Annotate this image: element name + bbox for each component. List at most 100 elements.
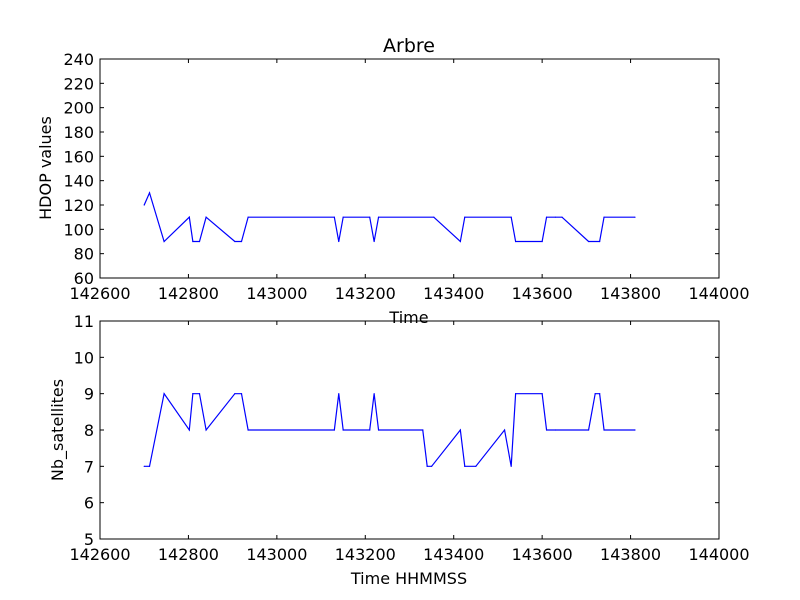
hdop-y-tick-label: 80: [74, 245, 94, 264]
satellites-data-point: [422, 429, 424, 431]
hdop-plot: Arbre Time HDOP values 142600 142800 14300…: [36, 35, 750, 327]
hdop-data-point: [240, 240, 243, 243]
satellites-x-tick-label: 143800: [600, 545, 661, 564]
satellites-data-point: [475, 465, 477, 467]
hdop-data-point: [143, 204, 145, 206]
satellites-y-tick-label: 11: [74, 312, 94, 331]
hdop-ticks: 142600 142800 143000 143200 143400 143600 1438…: [63, 50, 749, 303]
hdop-data-point: [634, 216, 636, 218]
hdop-data-point: [433, 216, 435, 218]
satellites-y-tick-label: 8: [84, 421, 94, 440]
hdop-data-point: [148, 192, 151, 194]
satellites-data-point: [377, 429, 380, 431]
satellites-y-axis-label: Nb_satellites: [48, 379, 68, 481]
hdop-data-point: [541, 240, 543, 243]
satellites-plot-frame: [99, 320, 720, 540]
hdop-x-axis-label: Time: [388, 308, 428, 327]
satellites-data-point: [599, 393, 601, 395]
hdop-data-point: [338, 240, 340, 243]
hdop-data-point: [603, 216, 605, 218]
satellites-data-point: [163, 393, 165, 395]
satellites-data-point: [198, 393, 201, 395]
hdop-data-point: [561, 216, 563, 218]
satellites-data-point: [545, 429, 548, 431]
satellites-data-point: [342, 429, 344, 431]
satellites-data-point: [594, 393, 596, 395]
hdop-data-point: [198, 240, 201, 243]
satellites-x-tick-label: 143200: [335, 545, 396, 564]
hdop-data-point: [247, 216, 249, 218]
hdop-x-tick-label: 142800: [158, 284, 219, 303]
hdop-x-tick-label: 143400: [423, 284, 484, 303]
hdop-x-tick-label: 143800: [600, 284, 661, 303]
satellites-y-tick-label: 7: [84, 457, 94, 476]
satellites-x-axis-label: Time HHMMSS: [350, 569, 467, 588]
hdop-data-point: [464, 216, 466, 218]
satellites-x-tick-label: 142800: [158, 545, 219, 564]
satellites-data-point: [192, 393, 194, 395]
hdop-y-tick-label: 120: [63, 196, 94, 215]
hdop-x-tick-label: 142600: [69, 284, 130, 303]
hdop-data-point: [333, 216, 335, 218]
hdop-data-point: [515, 240, 517, 243]
satellites-y-tick-label: 10: [74, 348, 94, 367]
satellites-data-point: [373, 393, 375, 395]
satellites-data-point: [205, 429, 207, 431]
hdop-data-point: [545, 216, 548, 218]
hdop-x-tick-label: 143600: [512, 284, 573, 303]
hdop-data-point: [234, 240, 236, 243]
hdop-y-tick-label: 240: [63, 50, 94, 69]
satellites-data-point: [515, 393, 517, 395]
satellites-data-point: [541, 393, 543, 395]
satellites-data-point: [143, 465, 145, 467]
satellites-data-point: [148, 465, 151, 467]
hdop-data-point: [510, 216, 512, 218]
hdop-data-point: [369, 216, 371, 218]
satellites-data-point: [464, 465, 466, 467]
satellites-data-point: [369, 429, 371, 431]
satellites-data-point: [459, 429, 461, 431]
hdop-data-point: [192, 240, 194, 243]
hdop-data-point: [342, 216, 344, 218]
hdop-data-point: [599, 240, 601, 243]
hdop-y-tick-label: 200: [63, 99, 94, 118]
satellites-x-tick-label: 143000: [246, 545, 307, 564]
hdop-plot-frame: [99, 58, 720, 279]
satellites-data-point: [338, 393, 340, 395]
hdop-data-point: [587, 240, 590, 243]
hdop-data-point: [205, 216, 207, 218]
hdop-x-tick-label: 143000: [246, 284, 307, 303]
hdop-x-tick-label: 143200: [335, 284, 396, 303]
satellites-x-tick-label: 142600: [69, 545, 130, 564]
satellites-data-point: [426, 465, 428, 467]
satellites-y-tick-label: 9: [84, 385, 94, 404]
satellites-x-tick-label: 143400: [423, 545, 484, 564]
hdop-y-tick-label: 220: [63, 74, 94, 93]
satellites-data-point: [510, 465, 512, 467]
satellites-data-point: [247, 429, 249, 431]
satellites-plot: Time HHMMSS Nb_satellites 142600 142800 14…: [48, 312, 750, 588]
satellites-x-tick-label: 143600: [512, 545, 573, 564]
hdop-title: Arbre: [383, 35, 435, 57]
satellites-data-point: [503, 429, 506, 431]
satellites-y-tick-label: 5: [84, 530, 94, 549]
satellites-data-point: [234, 393, 236, 395]
satellites-ticks: 142600 142800 143000 143200 143400 143600 1438…: [69, 312, 749, 564]
satellites-data-point: [240, 393, 243, 395]
satellites-data-point: [554, 429, 557, 431]
hdop-y-tick-label: 140: [63, 172, 94, 191]
satellites-data-point: [188, 429, 190, 431]
hdop-y-axis-label: HDOP values: [36, 116, 55, 220]
hdop-data-point: [554, 216, 557, 218]
satellites-data-point: [603, 429, 605, 431]
satellites-data-point: [333, 429, 335, 431]
satellites-y-tick-label: 6: [84, 494, 94, 513]
hdop-x-tick-label: 144000: [688, 284, 749, 303]
hdop-data-point: [188, 216, 190, 218]
satellites-data-point: [634, 429, 636, 431]
hdop-data-point: [373, 240, 375, 243]
satellites-x-tick-label: 144000: [688, 545, 749, 564]
hdop-y-tick-label: 100: [63, 220, 94, 239]
hdop-data-point: [163, 240, 165, 243]
